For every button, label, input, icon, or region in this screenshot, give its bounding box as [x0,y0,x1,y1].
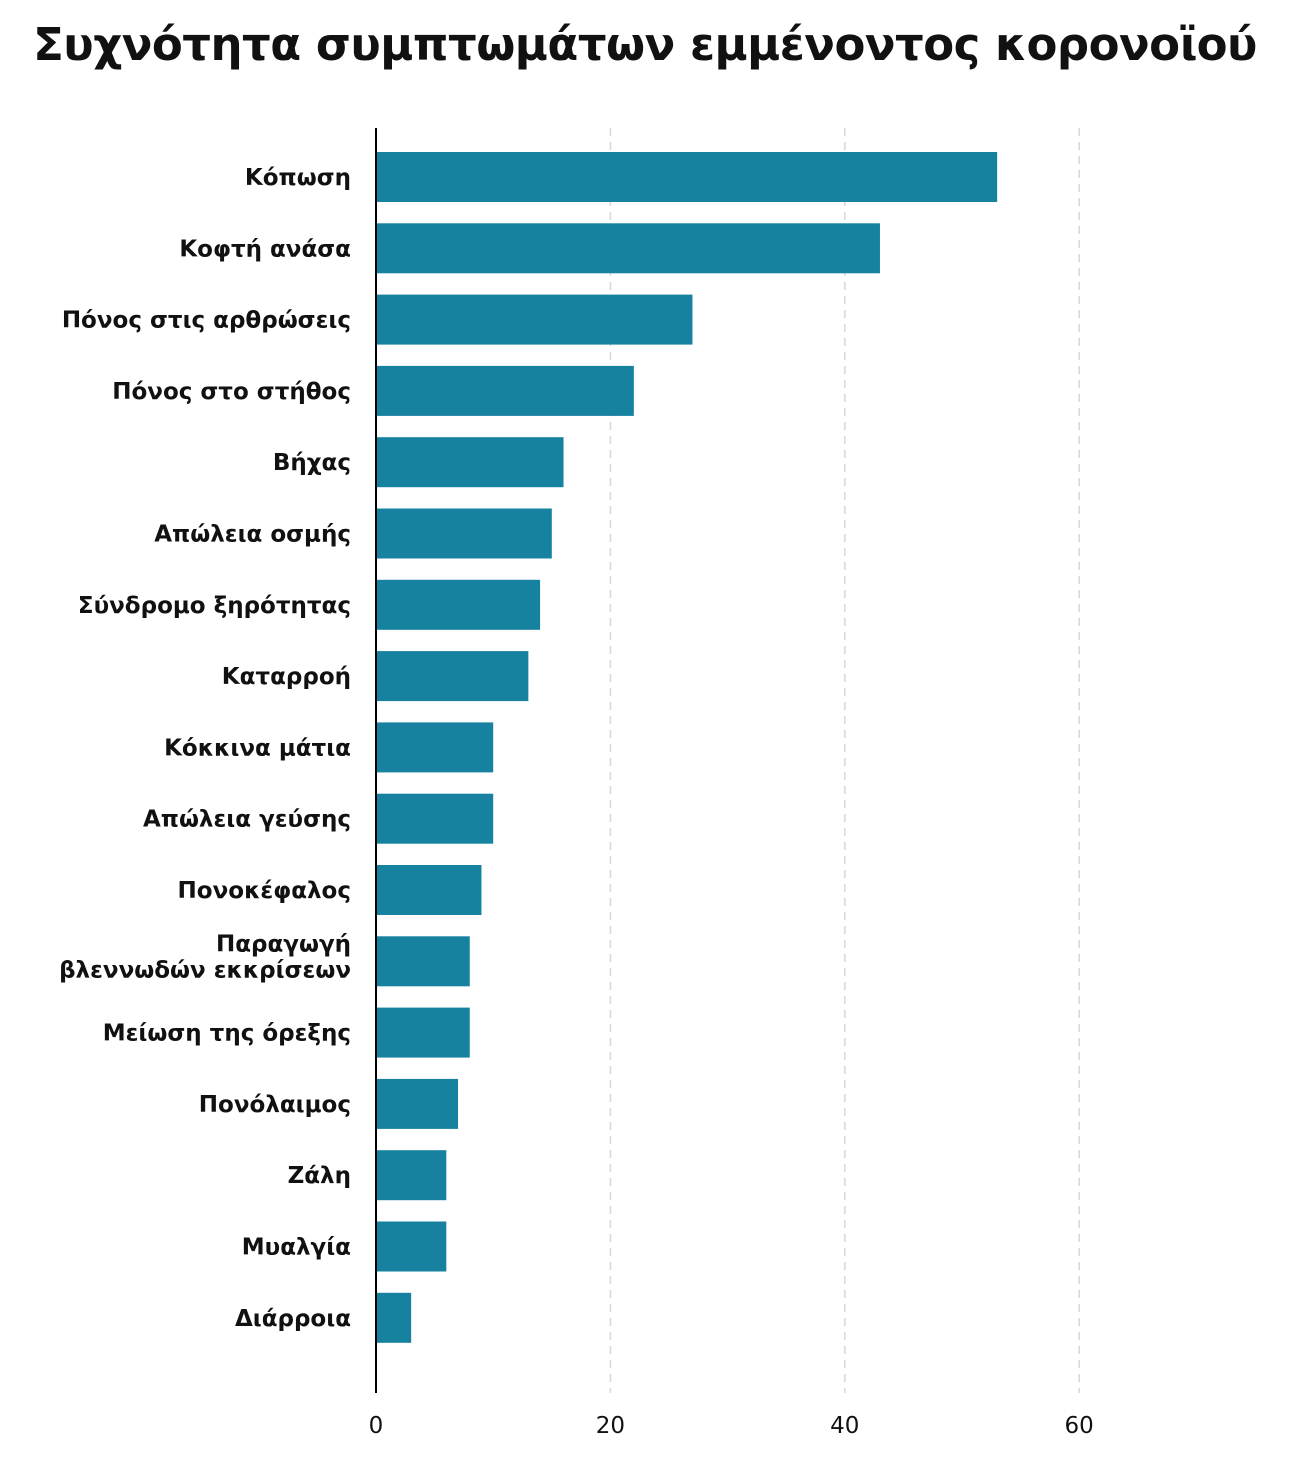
x-tick-label: 0 [369,1413,384,1439]
bar [376,223,880,274]
category-label: Κόκκινα μάτια [164,735,351,761]
category-label: Μείωση της όρεξης [103,1021,351,1047]
bar [376,579,541,630]
bar [376,793,494,844]
category-label: Παραγωγή βλεννωδών εκκρίσεων [59,931,351,983]
x-tick-label: 20 [596,1413,625,1439]
category-label: Σύνδρομο ξηρότητας [78,593,351,619]
chart-title: Συχνότητα συμπτωμάτων εμμένοντος κορονοϊ… [33,18,1257,71]
category-label: Κόπωση [245,165,351,191]
category-label: Πονοκέφαλος [178,878,351,904]
bar [376,1292,412,1343]
bar [376,437,564,488]
bar [376,1007,470,1058]
category-label: Ζάλη [288,1163,351,1189]
category-label: Βήχας [273,450,351,476]
bar [376,865,482,915]
bar [376,1221,447,1272]
bars [376,152,998,1343]
bar [376,936,470,987]
category-label: Πόνος στο στήθος [112,379,351,405]
bar [376,508,552,559]
category-label: Πονόλαιμος [199,1092,351,1118]
bar [376,294,693,345]
category-label: Απώλεια γεύσης [143,807,351,833]
bar [376,651,529,702]
bar [376,1150,447,1201]
category-label: Πόνος στις αρθρώσεις [62,308,351,334]
category-label: Μυαλγία [242,1235,351,1261]
category-label: Κοφτή ανάσα [179,236,351,262]
x-tick-label: 40 [830,1413,859,1439]
category-label: Απώλεια οσμής [154,522,351,548]
category-labels: Κόπωση Κοφτή ανάσα Πόνος στις αρθρώσεις Πόν… [59,165,351,1332]
x-tick-label: 60 [1065,1413,1094,1439]
bar [376,152,998,202]
bar [376,1078,459,1129]
bar [376,365,634,416]
category-label: Καταρροή [222,664,351,690]
x-tick-labels: 0 20 40 60 [369,1413,1094,1439]
category-label: Διάρροια [235,1306,351,1332]
bar [376,722,494,773]
